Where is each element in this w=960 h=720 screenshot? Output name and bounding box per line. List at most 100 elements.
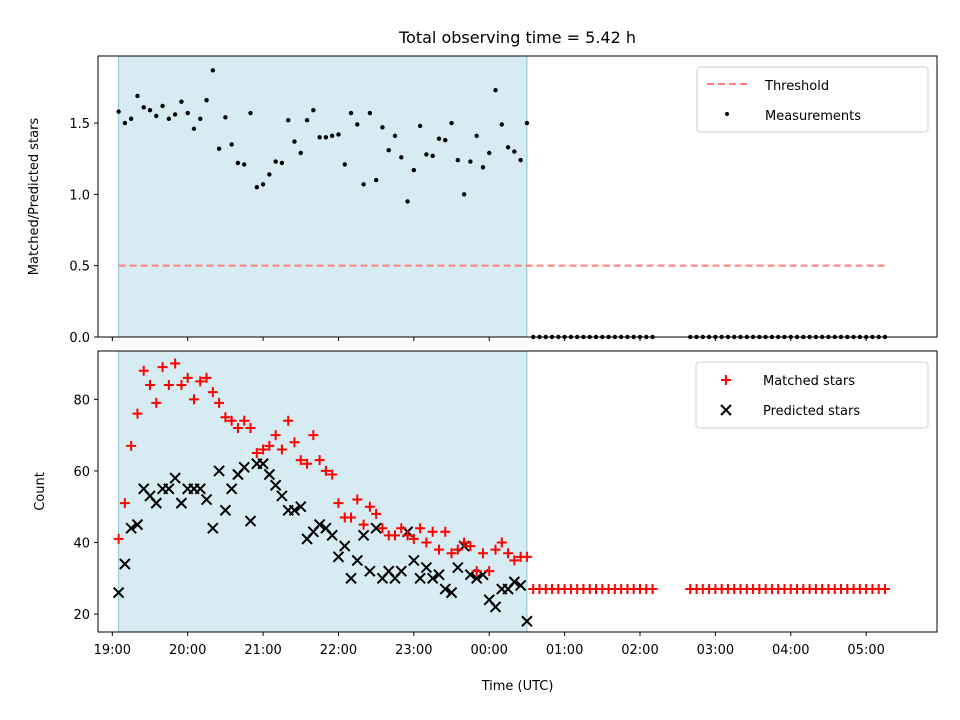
- predicted-star-point: [276, 490, 288, 502]
- matched-star-point: [283, 415, 294, 426]
- measurement-point: [518, 157, 523, 163]
- predicted-star-point: [508, 576, 521, 588]
- matched-star-point: [214, 397, 225, 408]
- measurement-point: [329, 133, 335, 139]
- measurement-point: [367, 110, 373, 116]
- matched-star-point: [126, 440, 137, 451]
- matched-star-point: [346, 512, 357, 523]
- matched-star-point: [170, 358, 181, 369]
- predicted-star-point: [345, 572, 357, 585]
- top-legend-box: [696, 66, 929, 133]
- matched-star-point: [465, 541, 476, 552]
- matched-star-point: [151, 397, 162, 408]
- measurement-point: [323, 135, 329, 140]
- matched-star-point: [433, 544, 444, 555]
- predicted-star-point: [395, 565, 407, 577]
- measurement-point: [147, 108, 153, 113]
- bottom-x-tick-label: 02:00: [621, 643, 658, 658]
- measurement-point: [455, 157, 461, 163]
- predicted-star-point: [414, 572, 426, 585]
- predicted-star-point: [364, 565, 376, 577]
- bottom-x-tick-label: 04:00: [772, 643, 809, 658]
- bottom-axes-frame: [97, 350, 938, 633]
- measurement-point: [336, 132, 341, 137]
- measurement-point: [411, 167, 417, 173]
- predicted-star-point: [351, 554, 364, 567]
- measurement-point: [267, 172, 272, 177]
- bottom-y-axis-label: Count: [33, 472, 48, 511]
- matched-star-point: [113, 533, 124, 544]
- matched-star-point: [371, 508, 382, 519]
- matched-star-point: [484, 566, 495, 577]
- top-axes-frame: [97, 55, 938, 338]
- matched-star-point: [415, 523, 426, 534]
- measurement-point: [198, 116, 203, 121]
- bottom-x-tick-label: 00:00: [470, 643, 507, 658]
- matched-star-point: [496, 537, 507, 548]
- measurement-point: [128, 116, 134, 121]
- matched-star-point: [396, 523, 407, 534]
- matched-star-point: [477, 548, 488, 559]
- matched-star-point: [264, 440, 275, 451]
- matched-star-point: [295, 455, 306, 466]
- predicted-star-point: [420, 561, 433, 574]
- measurement-point: [317, 135, 322, 140]
- predicted-star-point: [213, 465, 225, 477]
- measurement-point: [304, 117, 310, 123]
- matched-star-point: [201, 372, 212, 383]
- matched-star-point: [509, 555, 520, 566]
- matched-star-point: [220, 412, 231, 423]
- measurement-point: [361, 182, 366, 187]
- matched-star-point: [226, 415, 237, 426]
- measurement-point: [386, 147, 391, 153]
- measurement-point: [505, 145, 511, 150]
- legend-predicted-label: Predicted stars: [763, 404, 860, 419]
- measurement-point: [191, 126, 197, 131]
- matched-star-point: [207, 387, 218, 398]
- top-panel: 0.0 0.5 1.0 1.5 Total observing time = 5.42…: [27, 28, 938, 346]
- matched-star-point: [188, 394, 199, 405]
- predicted-star-point: [244, 515, 257, 527]
- bottom-x-tick-label: 05:00: [847, 643, 884, 658]
- x-axis-label: Time (UTC): [481, 679, 554, 694]
- predicted-star-point: [357, 529, 370, 542]
- matched-star-point: [333, 498, 344, 509]
- measurement-point: [172, 112, 178, 117]
- bottom-shaded-interval: [118, 350, 528, 633]
- measurement-point: [254, 185, 260, 190]
- matched-star-point: [647, 584, 658, 595]
- bottom-panel: 20 40 60 80 19:00 20:00 21:00 22:00 23:00 00:00 0…: [33, 350, 938, 694]
- measurement-point: [461, 192, 467, 197]
- predicted-star-point: [269, 479, 282, 491]
- matched-star-point: [408, 533, 419, 544]
- predicted-star-point: [439, 583, 451, 595]
- matched-star-point: [119, 498, 130, 509]
- measurement-point: [141, 105, 146, 110]
- bottom-y-ticks: 20 40 60 80: [73, 393, 98, 623]
- top-x-ticks: [111, 337, 867, 341]
- measurement-point: [380, 125, 385, 130]
- bottom-y-tick-label: 60: [73, 465, 90, 480]
- top-y-tick-label: 1.5: [69, 117, 90, 132]
- matched-star-point: [302, 458, 313, 469]
- predicted-star-point: [426, 572, 439, 585]
- predicted-star-point: [150, 497, 163, 509]
- predicted-star-point: [169, 472, 181, 484]
- measurement-point: [298, 150, 303, 156]
- measurement-point: [260, 182, 266, 187]
- predicted-star-point: [470, 572, 483, 585]
- matched-star-point: [452, 544, 463, 555]
- matched-star-point: [176, 380, 187, 391]
- legend-matched-marker: [721, 375, 731, 385]
- matched-star-point: [427, 526, 438, 537]
- bottom-x-ticks: 19:00 20:00 21:00 22:00 23:00 00:00 01:00 02:00…: [94, 632, 885, 658]
- measurement-point: [223, 115, 228, 120]
- bottom-x-tick-label: 20:00: [169, 643, 206, 658]
- measurement-point: [499, 122, 504, 127]
- predicted-star-point: [207, 522, 219, 534]
- predicted-star-point: [131, 518, 144, 531]
- measurement-point: [487, 150, 492, 156]
- measurement-point: [493, 88, 498, 93]
- measurement-point: [468, 159, 473, 164]
